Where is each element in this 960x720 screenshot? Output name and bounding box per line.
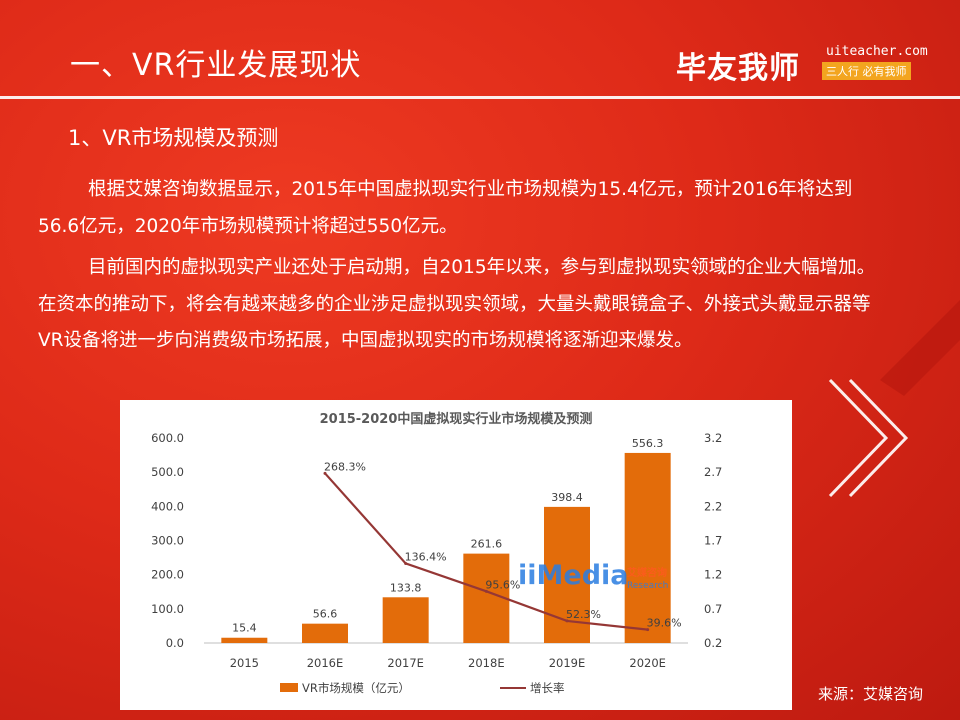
line-value-label: 268.3% — [324, 460, 366, 473]
market-size-chart: 2015-2020中国虚拟现实行业市场规模及预测 0.0 100.0 200.0 300… — [151, 411, 722, 695]
y-right-tick-label: 0.2 — [704, 636, 722, 650]
bar-value-label: 556.3 — [632, 437, 664, 450]
bar-market-size — [302, 623, 348, 643]
bar-value-label: 398.4 — [551, 491, 583, 504]
y-left-tick-label: 500.0 — [151, 465, 184, 479]
section-subtitle: 1、VR市场规模及预测 — [68, 126, 279, 150]
legend-label-growth-rate: 增长率 — [530, 681, 565, 695]
watermark-en: Research — [627, 581, 668, 591]
bar-market-size — [221, 637, 268, 643]
x-tick-label: 2019E — [549, 656, 586, 670]
y-right-tick-label: 2.2 — [704, 499, 722, 513]
page-title: 一、VR行业发展现状 — [70, 48, 362, 83]
x-tick-label: 2016E — [307, 656, 344, 670]
line-point-growth-rate — [404, 561, 408, 565]
bar-market-size — [463, 553, 510, 643]
x-tick-label: 2015 — [230, 656, 259, 670]
legend-label-market-size: VR市场规模（亿元） — [302, 681, 410, 695]
source-note: 来源：艾媒咨询 — [818, 685, 924, 703]
y-left-tick-label: 300.0 — [151, 534, 184, 548]
bar-market-size — [382, 597, 429, 643]
y-left-tick-label: 200.0 — [151, 568, 184, 582]
x-tick-label: 2018E — [468, 656, 505, 670]
line-point-growth-rate — [565, 619, 569, 623]
line-point-growth-rate — [646, 628, 650, 632]
bar-market-size — [624, 452, 671, 643]
logo-tagline: 三人行 必有我师 — [822, 62, 911, 80]
chart-title: 2015-2020中国虚拟现实行业市场规模及预测 — [320, 411, 593, 427]
paragraph-market-size: 根据艾媒咨询数据显示，2015年中国虚拟现实行业市场规模为15.4亿元，预计20… — [38, 179, 853, 237]
line-value-label: 52.3% — [566, 608, 601, 621]
y-right-tick-label: 3.2 — [704, 431, 722, 445]
y-left-tick-label: 0.0 — [166, 636, 184, 650]
line-point-growth-rate — [484, 589, 488, 593]
legend-swatch-market-size — [280, 683, 298, 692]
line-value-label: 39.6% — [647, 617, 682, 630]
paragraph-industry-outlook: 目前国内的虚拟现实产业还处于启动期，自2015年以来，参与到虚拟现实领域的企业大… — [38, 257, 876, 351]
y-right-tick-label: 0.7 — [704, 602, 722, 616]
y-right-tick-label: 1.2 — [704, 568, 722, 582]
watermark-cn: 艾媒咨询 — [627, 566, 667, 579]
bar-value-label: 261.6 — [471, 538, 503, 551]
bar-value-label: 133.8 — [390, 581, 422, 594]
line-value-label: 136.4% — [405, 550, 447, 563]
bar-value-label: 15.4 — [232, 622, 256, 635]
line-point-growth-rate — [323, 471, 327, 475]
y-right-tick-label: 1.7 — [704, 534, 722, 548]
chart-container: 2015-2020中国虚拟现实行业市场规模及预测 0.0 100.0 200.0 300… — [120, 400, 792, 710]
bar-value-label: 56.6 — [313, 608, 338, 621]
line-value-label: 95.6% — [485, 578, 520, 591]
watermark-brand: iiMedia — [518, 560, 629, 591]
logo-url: uiteacher.com — [826, 44, 928, 59]
y-left-tick-label: 100.0 — [151, 602, 184, 616]
y-left-tick-label: 600.0 — [151, 431, 184, 445]
logo-text: 毕友我师 — [676, 51, 800, 86]
x-tick-label: 2017E — [387, 656, 424, 670]
x-tick-label: 2020E — [629, 656, 666, 670]
title-divider — [0, 96, 960, 99]
y-right-tick-label: 2.7 — [704, 465, 722, 479]
y-left-tick-label: 400.0 — [151, 499, 184, 513]
